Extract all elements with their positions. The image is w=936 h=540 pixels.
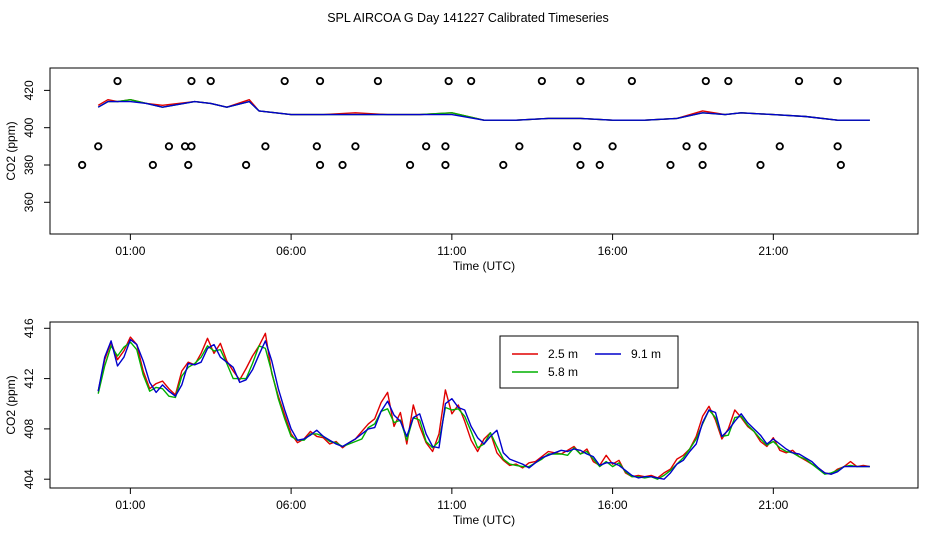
sample-marker (573, 142, 582, 151)
sample-marker (113, 76, 122, 86)
sample-marker (206, 76, 215, 86)
x-axis-label: Time (UTC) (453, 513, 515, 527)
x-tick-label: 06:00 (276, 498, 306, 512)
x-tick-label: 01:00 (115, 244, 145, 258)
series-line-5-8-m (97, 341, 870, 480)
sample-marker (794, 76, 804, 86)
plot-frame (49, 67, 919, 235)
y-axis-label: CO2 (ppm) (4, 121, 18, 180)
sample-marker (180, 142, 190, 151)
sample-marker (724, 76, 733, 86)
sample-marker (836, 160, 845, 170)
x-tick-label: 21:00 (758, 498, 788, 512)
y-tick-label: 420 (22, 80, 36, 100)
sample-marker (515, 142, 524, 151)
sample-marker (242, 160, 251, 170)
legend-label-5-8-m: 5.8 m (548, 365, 578, 379)
sample-marker (627, 76, 636, 86)
legend: 2.5 m 9.1 m 5.8 m (499, 335, 679, 389)
sample-marker (148, 160, 157, 170)
series-line-2-5-m (97, 98, 870, 121)
sample-marker (701, 76, 710, 86)
sample-marker (698, 160, 707, 170)
sample-marker (187, 76, 196, 86)
sample-marker (576, 76, 585, 86)
sample-marker (537, 76, 546, 86)
sample-marker (422, 142, 431, 151)
x-tick-label: 06:00 (276, 244, 306, 258)
x-tick-label: 16:00 (598, 498, 628, 512)
sample-marker (405, 160, 415, 170)
bottom-co2-panel: 01:00 06:00 11:00 16:00 21:00 404 408 412 416 Tim… (4, 318, 919, 527)
sample-marker (312, 142, 321, 151)
sample-marker (698, 142, 707, 151)
sample-marker (187, 142, 196, 151)
y-tick-label: 400 (22, 117, 36, 137)
sample-marker (666, 160, 675, 170)
y-tick-label: 360 (22, 192, 36, 212)
series-line-5-8-m (97, 98, 870, 121)
legend-box (499, 335, 679, 389)
y-tick-label: 380 (22, 155, 36, 175)
sample-marker (499, 160, 508, 170)
x-tick-label: 01:00 (115, 498, 145, 512)
sample-marker (833, 142, 842, 151)
series-line-9-1-m (97, 338, 870, 480)
legend-label-2-5-m: 2.5 m (548, 347, 578, 361)
x-tick-label: 11:00 (437, 498, 466, 512)
sample-marker (261, 142, 270, 151)
sample-marker (280, 76, 289, 86)
y-tick-label: 412 (22, 368, 36, 388)
x-tick-label: 21:00 (758, 244, 788, 258)
sample-marker (682, 142, 691, 151)
sample-marker (315, 76, 325, 86)
sample-marker (775, 142, 784, 151)
sample-marker (756, 160, 765, 170)
series-line-9-1-m (97, 100, 870, 121)
sample-marker (441, 160, 450, 170)
sample-marker (315, 160, 325, 170)
sample-marker (78, 160, 87, 170)
x-tick-label: 11:00 (437, 244, 466, 258)
y-tick-label: 416 (22, 318, 36, 338)
sample-marker (608, 142, 617, 151)
sample-marker (373, 76, 383, 86)
y-tick-label: 408 (22, 419, 36, 439)
sample-marker (184, 160, 193, 170)
sample-marker (164, 142, 174, 151)
sample-marker (338, 160, 347, 170)
legend-label-9-1-m: 9.1 m (631, 347, 661, 361)
sample-marker (595, 160, 604, 170)
x-tick-label: 16:00 (598, 244, 628, 258)
sample-marker (467, 76, 476, 86)
sample-marker (94, 142, 103, 151)
series-line-2-5-m (97, 332, 870, 479)
page-title: SPL AIRCOA G Day 141227 Calibrated Times… (327, 11, 609, 25)
sample-marker (576, 160, 585, 170)
sample-marker (351, 142, 360, 151)
sample-marker (441, 142, 450, 151)
y-tick-label: 404 (22, 469, 36, 489)
x-axis-label: Time (UTC) (453, 259, 515, 273)
plot-frame (49, 321, 919, 489)
sample-marker (444, 76, 453, 86)
sample-marker (833, 76, 842, 86)
y-axis-label: CO2 (ppm) (4, 375, 18, 434)
top-co2-panel: 01:00 06:00 11:00 16:00 21:00 360 380 400 420 Tim… (4, 67, 919, 273)
